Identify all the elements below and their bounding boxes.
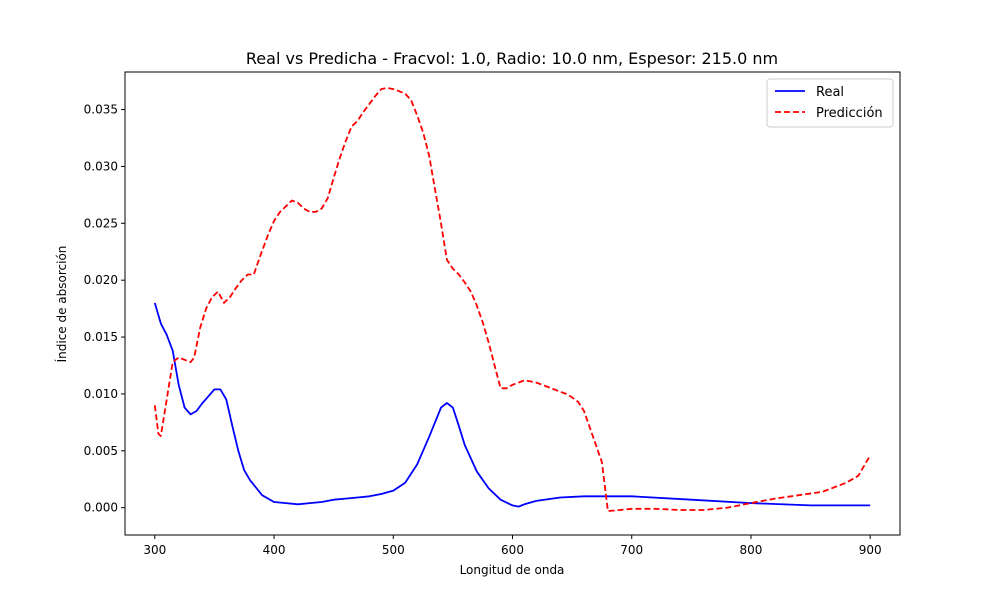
x-tick-label-2: 500 <box>382 543 405 557</box>
x-tick-label-6: 900 <box>859 543 882 557</box>
x-axis-title: Longitud de onda <box>460 563 565 577</box>
x-tick-label-1: 400 <box>263 543 286 557</box>
y-tick-label-5: 0.025 <box>84 216 118 230</box>
x-tick-label-0: 300 <box>143 543 166 557</box>
y-tick-label-2: 0.010 <box>84 387 118 401</box>
y-tick-label-3: 0.015 <box>84 330 118 344</box>
y-tick-label-6: 0.030 <box>84 159 118 173</box>
chart-title: Real vs Predicha - Fracvol: 1.0, Radio: … <box>246 49 778 68</box>
y-axis-title: Índice de absorción <box>54 246 69 363</box>
legend-label-real: Real <box>816 85 844 100</box>
x-tick-label-4: 700 <box>620 543 643 557</box>
y-tick-label-0: 0.000 <box>84 501 118 515</box>
y-tick-label-7: 0.035 <box>84 103 118 117</box>
x-axis: 300 400 500 600 700 800 900 <box>143 535 882 557</box>
legend: Real Predicción <box>766 78 894 128</box>
y-axis: 0.000 0.005 0.010 0.015 0.020 0.025 0.030 0.035 <box>84 103 125 515</box>
y-tick-label-4: 0.020 <box>84 273 118 287</box>
plot-area <box>153 87 871 512</box>
legend-label-prediccion: Predicción <box>816 106 883 121</box>
y-tick-label-1: 0.005 <box>84 444 118 458</box>
series-line-0 <box>153 302 871 508</box>
x-tick-label-5: 800 <box>740 543 763 557</box>
x-tick-label-3: 600 <box>501 543 524 557</box>
series-line-1 <box>153 87 871 512</box>
